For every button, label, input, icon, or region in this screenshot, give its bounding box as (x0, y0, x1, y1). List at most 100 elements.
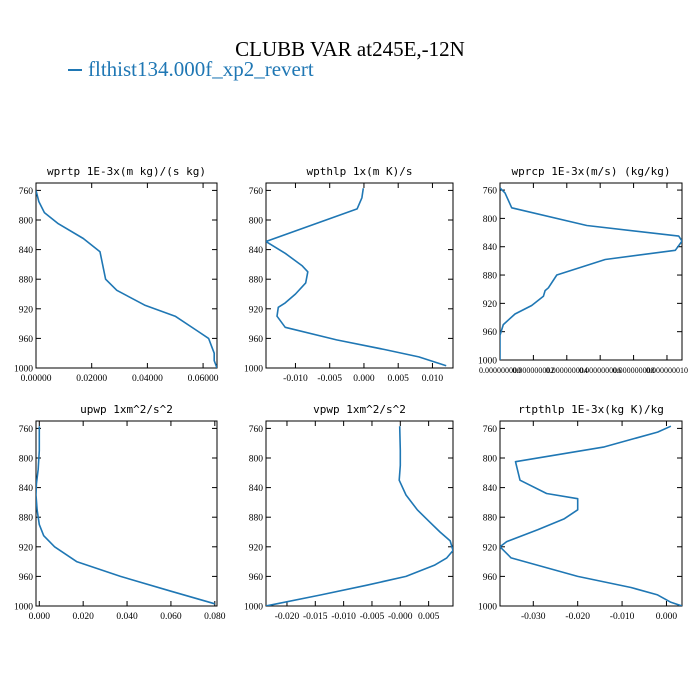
y-tick-label: 800 (249, 455, 264, 465)
y-tick-label: 880 (483, 514, 498, 524)
subplot-3: wprcp 1E-3x(m/s) (kg/kg) 760 800 840 880 920 9… (478, 165, 688, 375)
x-tick-label: 0.000000000 (479, 366, 521, 375)
series-line (266, 188, 447, 367)
subplot-1: wprtp 1E-3x(m kg)/(s kg) 760 800 840 880 920 9… (14, 165, 219, 384)
x-tick-label: 0.00000 (21, 374, 52, 384)
plot-frame (35, 420, 218, 607)
y-tick-label: 960 (249, 335, 264, 345)
x-tick-label: 0.000000006 (579, 366, 621, 375)
plot-frame (499, 420, 683, 607)
x-tick-label: 0.04000 (132, 374, 163, 384)
y-tick-label: 920 (249, 305, 264, 315)
x-tick-label: 0.06000 (188, 374, 219, 384)
y-tick-label: 1000 (478, 357, 497, 367)
series-line (500, 425, 682, 606)
y-tick-label: 960 (19, 573, 34, 583)
subplot-title: wpthlp 1x(m K)/s (307, 165, 413, 178)
subplot-6: rtpthlp 1E-3x(kg K)/kg 760 800 840 880 920 960… (478, 403, 683, 622)
y-tick-label: 920 (483, 300, 498, 310)
y-tick-label: 960 (483, 573, 498, 583)
subplot-title: rtpthlp 1E-3x(kg K)/kg (518, 403, 664, 416)
series-line (266, 426, 453, 606)
y-tick-label: 760 (19, 187, 34, 197)
x-tick-label: -0.020 (565, 612, 590, 622)
x-tick-label: 0.020 (72, 612, 94, 622)
x-tick-label: 0.000000004 (546, 366, 588, 375)
x-tick-label: 0.040 (116, 612, 138, 622)
y-tick-label: 800 (19, 455, 34, 465)
plot-frame (265, 420, 454, 607)
y-tick-label: 840 (19, 484, 34, 494)
x-tick-label: -0.030 (521, 612, 546, 622)
y-tick-label: 960 (483, 328, 498, 338)
y-tick-label: 840 (483, 484, 498, 494)
y-tick-label: 920 (483, 543, 498, 553)
y-tick-label: 880 (19, 276, 34, 286)
x-tick-label: 0.060 (160, 612, 182, 622)
x-tick-label: 0.000000008 (613, 366, 655, 375)
x-tick-label: -0.010 (283, 374, 308, 384)
y-tick-label: 840 (483, 243, 498, 253)
y-tick-label: 920 (19, 543, 34, 553)
legend: flthist134.000f_xp2_revert (68, 57, 314, 82)
y-tick-label: 760 (483, 187, 498, 197)
y-tick-label: 960 (19, 335, 34, 345)
y-tick-label: 840 (249, 484, 264, 494)
y-tick-label: 760 (249, 187, 264, 197)
series-line (36, 190, 217, 368)
subplot-4: upwp 1xm^2/s^2 760 800 840 880 920 960 10000.00… (14, 403, 226, 622)
y-tick-label: 1000 (244, 603, 263, 613)
y-tick-label: 880 (19, 514, 34, 524)
subplot-2: wpthlp 1x(m K)/s 760 800 840 880 920 960 1000 -0… (244, 165, 454, 384)
y-tick-label: 760 (483, 425, 498, 435)
x-tick-label: -0.010 (610, 612, 635, 622)
x-tick-label: -0.000 (388, 612, 413, 622)
x-tick-label: 0.005 (388, 374, 410, 384)
y-tick-label: 800 (19, 217, 34, 227)
x-tick-label: 0.000 (29, 612, 51, 622)
x-tick-label: 0.080 (204, 612, 226, 622)
plot-frame (265, 182, 454, 369)
x-tick-label: 0.000000010 (646, 366, 688, 375)
x-tick-label: 0.000000002 (512, 366, 554, 375)
y-tick-label: 1000 (244, 365, 263, 375)
legend-line-swatch (68, 68, 82, 71)
x-tick-label: -0.010 (331, 612, 356, 622)
x-tick-label: 0.02000 (76, 374, 107, 384)
x-tick-label: 0.005 (418, 612, 440, 622)
subplot-title: upwp 1xm^2/s^2 (80, 403, 173, 416)
x-tick-label: 0.010 (422, 374, 444, 384)
subplot-title: wprcp 1E-3x(m/s) (kg/kg) (512, 165, 671, 178)
y-tick-label: 920 (19, 305, 34, 315)
y-tick-label: 840 (19, 246, 34, 256)
plot-frame (499, 182, 683, 361)
y-tick-label: 800 (249, 217, 264, 227)
x-tick-label: -0.005 (360, 612, 385, 622)
y-tick-label: 880 (249, 514, 264, 524)
subplot-title: vpwp 1xm^2/s^2 (313, 403, 406, 416)
y-tick-label: 1000 (478, 603, 497, 613)
figure-title: CLUBB VAR at245E,-12N (235, 37, 465, 61)
y-tick-label: 1000 (14, 365, 33, 375)
y-tick-label: 880 (249, 276, 264, 286)
series-line (500, 187, 682, 360)
plot-frame (35, 182, 218, 369)
subplot-5: vpwp 1xm^2/s^2 760 800 840 880 920 960 1000 -0.0… (244, 403, 454, 622)
y-tick-label: 960 (249, 573, 264, 583)
x-tick-label: -0.020 (275, 612, 300, 622)
subplot-title: wprtp 1E-3x(m kg)/(s kg) (47, 165, 206, 178)
y-tick-label: 800 (483, 455, 498, 465)
legend-label: flthist134.000f_xp2_revert (88, 57, 314, 81)
y-tick-label: 1000 (14, 603, 33, 613)
y-tick-label: 840 (249, 246, 264, 256)
x-tick-label: 0.000 (353, 374, 375, 384)
x-tick-label: -0.015 (303, 612, 328, 622)
y-tick-label: 880 (483, 272, 498, 282)
y-tick-label: 920 (249, 543, 264, 553)
y-tick-label: 760 (19, 425, 34, 435)
series-line (36, 426, 216, 605)
x-tick-label: -0.005 (317, 374, 342, 384)
y-tick-label: 800 (483, 215, 498, 225)
